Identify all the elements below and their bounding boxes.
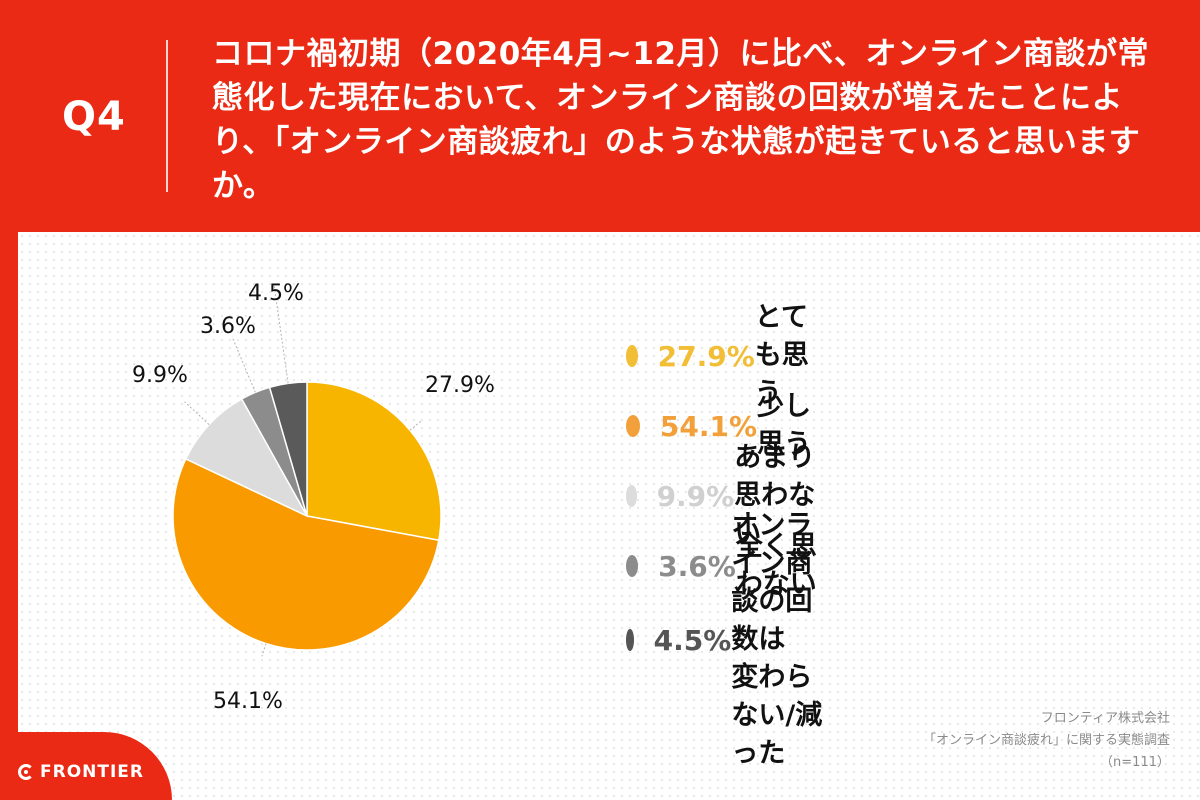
pie-slice-5 xyxy=(268,381,308,517)
legend-item-5: 4.5% オンライン商談の回数は 変わらない/減った xyxy=(626,510,835,769)
pie-slice-1 xyxy=(306,381,442,542)
header-banner: Q4 コロナ禍初期（2020年4月~12月）に比べ、オンライン商談が常態化した現… xyxy=(0,0,1200,232)
legend-label: 全く思わない xyxy=(735,531,817,600)
source-note: フロンティア株式会社 「オンライン商談疲れ」に関する実態調査 （n=111） xyxy=(923,708,1170,774)
legend-label: あまり思わない xyxy=(734,442,816,549)
legend-label: オンライン商談の回数は 変わらない/減った xyxy=(731,510,823,769)
data-label-2: 54.1% xyxy=(213,689,283,714)
legend-dot-icon xyxy=(626,415,640,437)
logo-text: FRONTIER xyxy=(40,762,145,782)
data-label-4: 3.6% xyxy=(200,314,256,339)
legend-item-2: 54.1% 少し思う xyxy=(626,391,825,460)
legend-item-1: 27.9% とても思う xyxy=(626,302,825,409)
leader-line-3 xyxy=(184,401,210,425)
leader-line-5 xyxy=(273,283,289,384)
legend-label: とても思う xyxy=(754,302,809,409)
pie-slice-3 xyxy=(184,397,309,518)
question-number: Q4 xyxy=(62,94,126,140)
header-divider xyxy=(166,40,168,192)
legend-dot-icon xyxy=(626,485,637,507)
legend-label: 少し思う xyxy=(757,391,811,460)
leader-line-1 xyxy=(409,419,423,431)
question-text: コロナ禍初期（2020年4月~12月）に比べ、オンライン商談が常態化した現在にお… xyxy=(212,36,1149,204)
legend-dot-icon xyxy=(626,555,639,577)
source-company: フロンティア株式会社 xyxy=(1040,711,1170,726)
legend-dot-icon xyxy=(626,629,634,651)
legend-dot-icon xyxy=(626,345,638,367)
data-label-3: 9.9% xyxy=(132,363,188,388)
legend-percent: 4.5% xyxy=(653,623,732,657)
leader-line-4 xyxy=(231,336,256,393)
legend-item-3: 9.9% あまり思わない xyxy=(626,442,825,549)
pie-slice-2 xyxy=(172,457,440,651)
legend-percent: 54.1% xyxy=(659,409,757,443)
data-label-5: 4.5% xyxy=(248,281,304,306)
data-label-1: 27.9% xyxy=(425,373,495,398)
source-sample-size: （n=111） xyxy=(1100,755,1170,770)
frontier-logo: FRONTIER xyxy=(18,762,144,782)
legend-percent: 3.6% xyxy=(658,549,736,583)
legend-item-4: 3.6% 全く思わない xyxy=(626,531,825,600)
logo-mark-icon xyxy=(18,764,34,780)
leader-line-2 xyxy=(261,643,267,657)
legend-percent: 9.9% xyxy=(656,479,735,513)
source-survey: 「オンライン商談疲れ」に関する実態調査 xyxy=(922,733,1170,748)
legend-percent: 27.9% xyxy=(657,339,755,373)
